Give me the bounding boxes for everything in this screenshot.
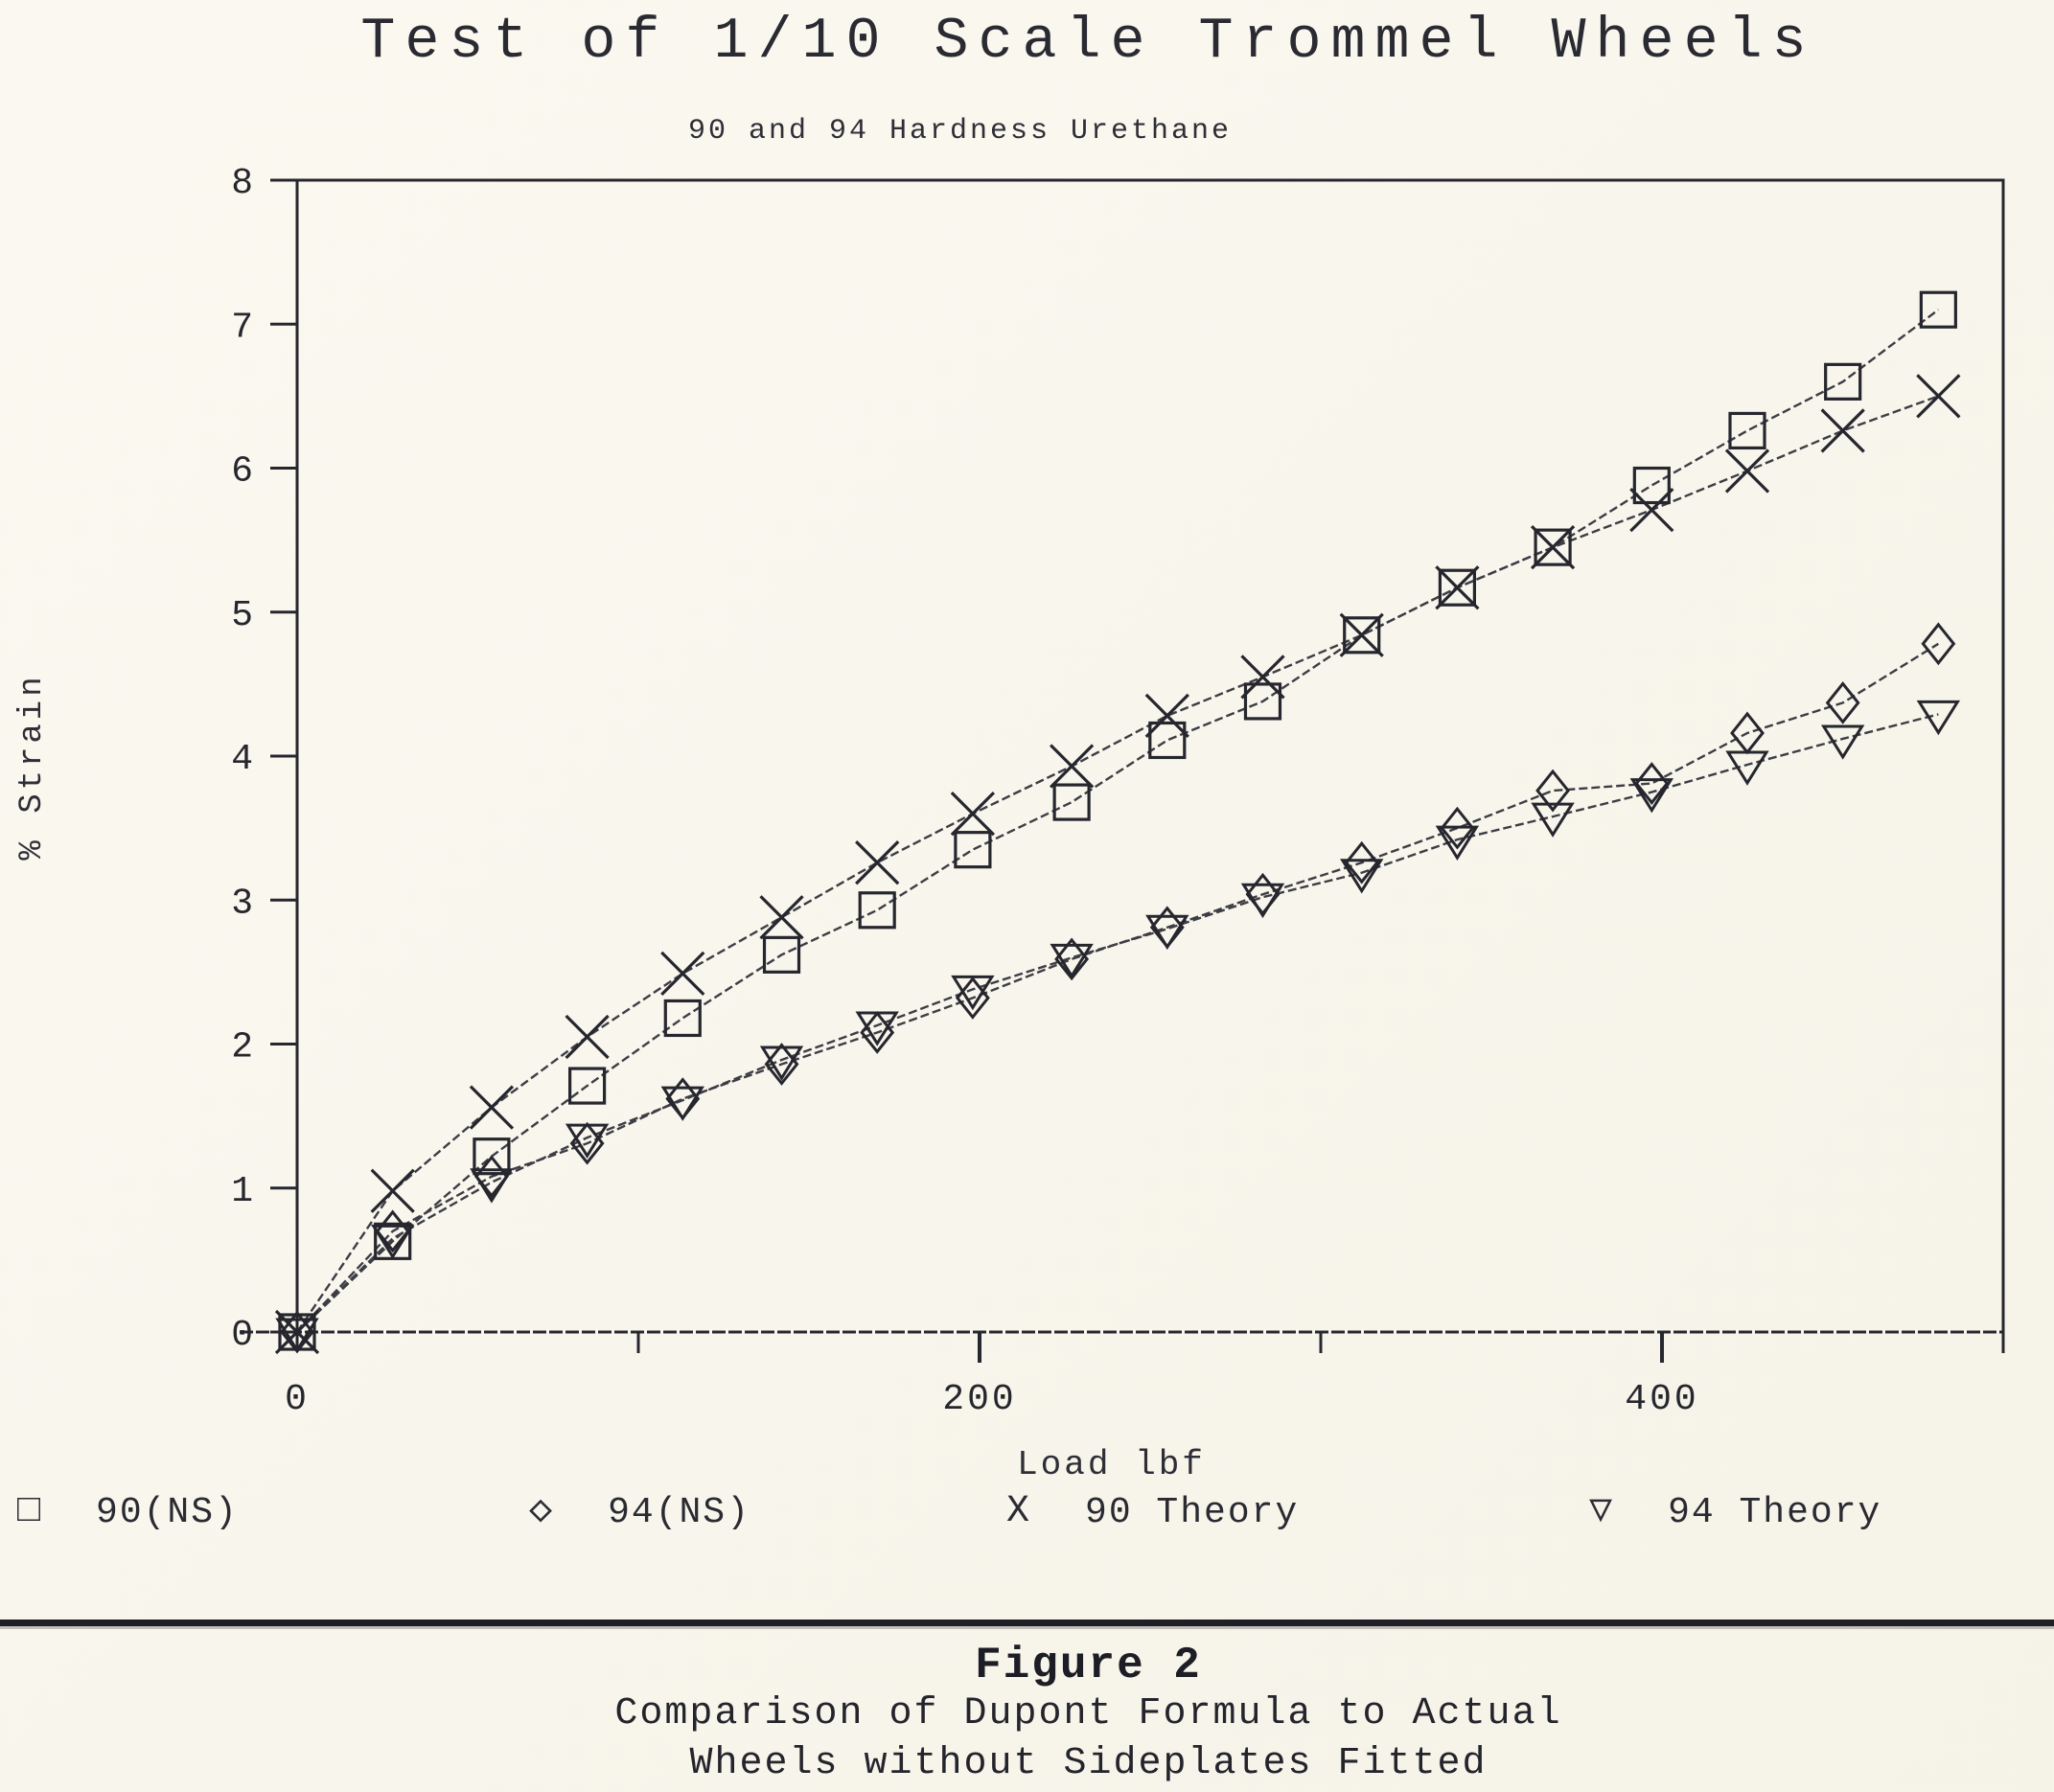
y-tick-label: 4 [231,739,253,780]
legend-item-90ns: □ 90(NS) [17,1485,239,1539]
square-marker [858,891,896,930]
square-marker [1632,466,1671,505]
x-marker [565,1014,610,1060]
y-tick-label: 2 [231,1027,253,1068]
figure-label: Figure 2 [975,1641,1202,1690]
diamond-marker [1535,769,1571,813]
series-line-94-theory [296,713,1939,1333]
square-marker [1438,568,1477,607]
triangle-down-marker [1725,750,1769,786]
caption-line-2: Wheels without Sideplates Fitted [689,1742,1488,1785]
x-marker [1339,612,1384,657]
x-marker [855,840,900,885]
diamond-marker [1921,622,1956,666]
diamond-marker [1634,762,1670,805]
diamond-marker [1440,806,1475,850]
series-line-94-ns- [296,642,1939,1333]
triangle-down-marker [759,1045,804,1081]
diamond-marker [1825,681,1860,724]
legend-item-94-theory: ▽ 94 Theory [1589,1485,1881,1539]
diamond-marker [764,1043,799,1086]
x-tick-label: 400 [1625,1379,1698,1420]
diamond-marker-icon: ◇ [529,1490,553,1533]
triangle-down-marker [275,1318,319,1353]
triangle-down-marker [951,975,995,1011]
square-marker [1052,783,1091,821]
triangle-down-marker [1629,778,1674,814]
x-marker [660,951,705,997]
square-marker [663,999,702,1038]
x-marker [1240,655,1285,700]
legend-label: 90(NS) [96,1491,239,1533]
x-marker [1820,408,1865,453]
triangle-down-marker [660,1086,704,1121]
triangle-down-marker [470,1168,514,1204]
x-marker [1049,744,1095,789]
square-marker-icon: □ [17,1490,41,1533]
square-marker [1919,290,1957,329]
x-marker-icon: X [1006,1490,1030,1533]
x-tick-label: 200 [942,1379,1016,1420]
series-line-90-ns- [296,309,1940,1333]
x-marker [274,1309,320,1355]
x-marker [759,895,804,940]
y-tick-label: 6 [231,451,253,493]
legend-label: 94(NS) [608,1491,750,1533]
legend-label: 94 Theory [1668,1491,1882,1533]
y-tick-label: 3 [231,883,253,924]
x-marker [1724,448,1770,494]
legend-label: 90 Theory [1085,1491,1300,1533]
legend-item-94ns: ◇ 94(NS) [529,1485,750,1539]
x-marker [1530,525,1576,570]
square-marker [1534,528,1572,566]
triangle-down-marker [1531,802,1575,838]
chart-title: Test of 1/10 Scale Trommel Wheels [360,10,1816,75]
triangle-down-marker-icon: ▽ [1589,1490,1613,1533]
square-marker [762,935,801,974]
square-marker [473,1137,511,1176]
triangle-down-marker [1340,859,1384,894]
square-marker [1824,362,1862,401]
square-marker [1148,721,1187,760]
triangle-down-marker [565,1123,610,1159]
triangle-down-marker [1050,943,1094,979]
y-tick-label: 7 [231,307,253,348]
square-marker [567,1067,607,1105]
series-line-90-theory [296,395,1939,1333]
triangle-down-marker [1145,914,1189,951]
triangle-down-marker [855,1011,899,1046]
x-marker [1435,565,1480,610]
square-marker [1728,411,1766,450]
triangle-down-marker [1916,700,1961,736]
triangle-down-marker [1820,724,1865,760]
x-marker [370,1168,415,1213]
x-marker [1144,693,1189,739]
x-marker [1629,487,1674,533]
diamond-marker [1344,840,1379,885]
caption-line-1: Comparison of Dupont Formula to Actual [614,1692,1562,1735]
chart-subtitle: 90 and 94 Hardness Urethane [687,115,1233,148]
triangle-down-marker [1240,883,1285,919]
triangle-down-marker [1435,825,1480,861]
caption-divider-rule [0,1620,2054,1626]
legend-item-90-theory: X 90 Theory [1006,1485,1299,1539]
x-marker [950,791,996,837]
y-tick-label: 8 [231,163,253,204]
x-marker [469,1085,515,1130]
square-marker [954,831,992,869]
square-marker [1243,682,1282,721]
x-tick-label: 0 [285,1379,310,1420]
plot-frame [295,178,2005,1351]
x-marker [1916,374,1961,419]
x-axis-title: Load lbf [1017,1445,1206,1484]
y-tick-label: 5 [231,595,253,636]
triangle-down-marker [370,1224,415,1260]
y-tick-label: 1 [231,1171,253,1212]
y-tick-label: 0 [231,1315,253,1356]
square-marker [1343,616,1381,655]
